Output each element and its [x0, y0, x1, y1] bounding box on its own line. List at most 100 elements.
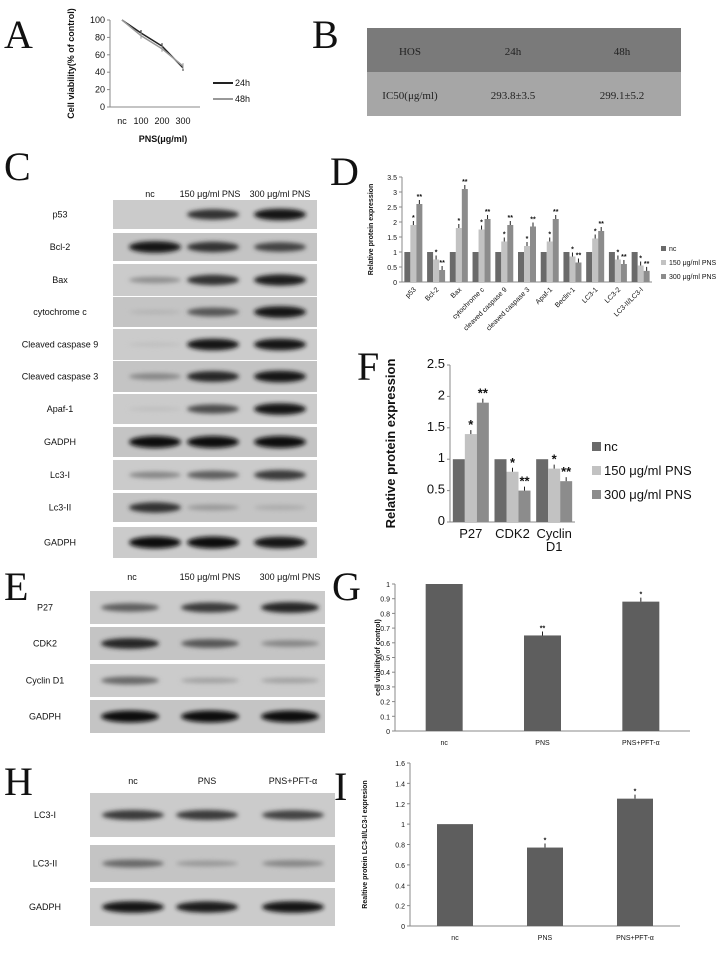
blot-row-label: cytochrome c	[33, 307, 87, 317]
y-tick-label: 3	[393, 190, 397, 197]
y-tick-label: 1	[401, 822, 405, 829]
y-tick-label: 0.2	[395, 904, 405, 911]
protein-band	[102, 901, 164, 913]
bar	[507, 225, 514, 282]
blot-row-label: LC3-II	[33, 859, 58, 869]
protein-band	[254, 338, 306, 351]
bar	[425, 584, 463, 731]
lane-label: nc	[128, 776, 138, 786]
bar	[614, 259, 621, 282]
panel-label-f: F	[357, 344, 379, 389]
significance-marker: **	[598, 221, 604, 228]
table-row-bg	[367, 72, 681, 116]
panel-label-d: D	[330, 149, 359, 194]
protein-band	[261, 640, 319, 647]
legend-swatch	[592, 442, 601, 451]
protein-band	[129, 406, 181, 412]
blot-row-label: Apaf-1	[47, 404, 74, 414]
bar	[592, 238, 599, 282]
significance-marker: **	[519, 474, 530, 489]
x-tick-label: Beclin-1	[554, 286, 577, 309]
bar	[608, 252, 615, 282]
significance-marker: **	[621, 254, 627, 261]
protein-band	[187, 274, 239, 286]
protein-band	[129, 309, 181, 315]
y-tick-label: 0.2	[380, 700, 390, 707]
blot-row-label: Bax	[52, 275, 68, 285]
protein-band	[102, 810, 164, 820]
protein-band	[181, 602, 239, 613]
y-axis-label: cell viability(of control)	[375, 619, 382, 696]
protein-band	[101, 676, 159, 685]
protein-band	[254, 274, 306, 286]
bar	[530, 226, 536, 282]
legend-label: 150 μg/ml PNS	[604, 463, 692, 478]
protein-band	[261, 602, 319, 613]
bar	[495, 252, 502, 282]
bar	[637, 265, 644, 282]
panel-label-e: E	[4, 564, 28, 609]
x-axis-label: PNS(μg/ml)	[139, 134, 188, 144]
y-tick-label: 3.5	[387, 175, 397, 182]
protein-band	[254, 436, 306, 448]
lane-label: PNS+PFT-α	[269, 776, 317, 786]
y-tick-label: 0	[100, 102, 105, 112]
protein-band	[176, 860, 238, 867]
legend-label: 300 μg/ml PNS	[669, 274, 717, 281]
x-tick-label: 300	[175, 116, 190, 126]
protein-band	[129, 241, 181, 253]
significance-marker: *	[571, 247, 574, 254]
significance-marker: **	[553, 209, 559, 216]
bar	[437, 824, 473, 926]
western-blot-h: nc PNS PNS+PFT-α LC3-I LC3-II GADPH	[29, 776, 335, 926]
significance-marker: **	[462, 179, 468, 186]
protein-band	[101, 603, 159, 612]
legend-swatch	[661, 246, 666, 251]
y-tick-label: 1	[393, 250, 397, 257]
y-tick-label: 0	[386, 729, 390, 736]
protein-band	[176, 901, 238, 913]
bar	[518, 490, 531, 522]
blot-row-label: GADPH	[44, 437, 76, 447]
table-cell: 293.8±3.5	[491, 90, 536, 102]
blot-row-label: GADPH	[44, 538, 76, 548]
y-tick-label: 0.1	[380, 714, 390, 721]
bar	[620, 264, 627, 282]
significance-marker: *	[548, 232, 551, 239]
protein-band	[254, 242, 306, 252]
protein-band	[187, 338, 239, 351]
significance-marker: *	[526, 236, 529, 243]
protein-band	[254, 208, 306, 221]
protein-band	[261, 677, 319, 684]
y-tick-label: 0	[393, 280, 397, 287]
y-tick-label: 20	[95, 85, 105, 95]
chart-g-cell-viability: 0 0.1 0.2 0.3 0.4 0.5 0.6 0.7 0.8 0.9 1 cell viabil…	[375, 582, 690, 747]
blot-row-label: Cleaved caspase 9	[22, 340, 99, 350]
protein-band	[129, 276, 181, 284]
protein-band	[102, 859, 164, 868]
x-tick-label: Bax	[450, 286, 464, 300]
bar	[536, 459, 549, 522]
bar	[501, 241, 508, 282]
blot-row-label: GADPH	[29, 712, 61, 722]
bar	[404, 252, 411, 282]
x-tick-label: p53	[405, 286, 418, 299]
bar	[506, 471, 519, 522]
legend-label: nc	[669, 246, 677, 253]
protein-band	[187, 371, 239, 382]
significance-marker: **	[508, 215, 514, 222]
y-tick-label: 1	[438, 450, 445, 465]
y-tick-label: 0.3	[380, 685, 390, 692]
y-tick-label: 100	[90, 15, 105, 25]
significance-marker: *	[435, 250, 438, 257]
protein-band	[187, 209, 239, 220]
panel-label-a: A	[4, 12, 33, 57]
protein-band	[254, 403, 306, 415]
bar	[461, 189, 468, 282]
y-tick-label: 60	[95, 50, 105, 60]
y-tick-label: 0.4	[380, 670, 390, 677]
x-tick-label: P27	[459, 526, 482, 541]
x-tick-label: cleaved caspase 9	[463, 286, 509, 332]
bar	[464, 434, 477, 522]
bar	[478, 229, 485, 282]
